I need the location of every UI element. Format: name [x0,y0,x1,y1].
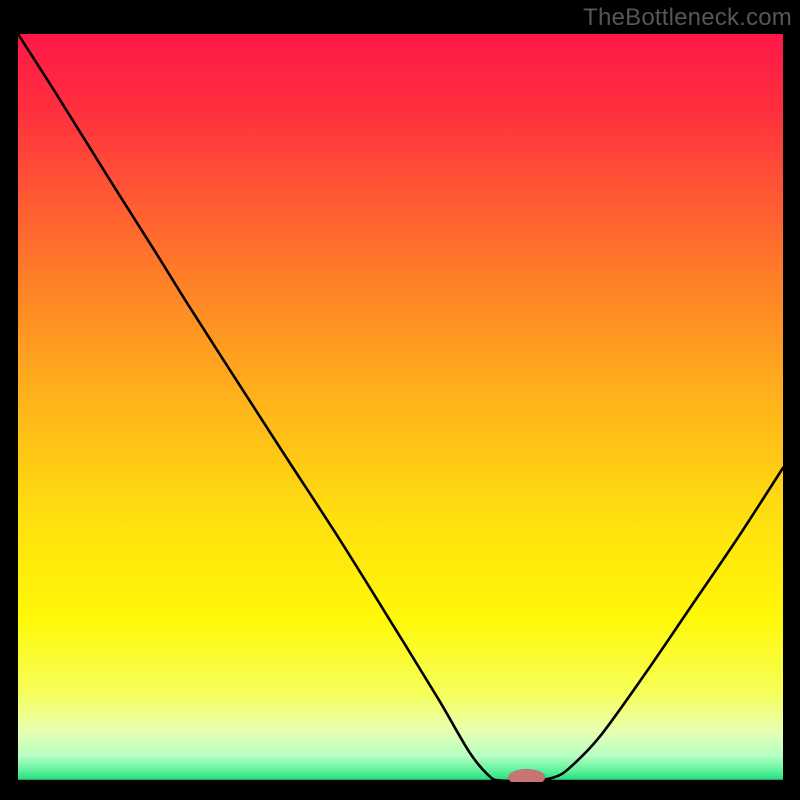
chart-container: TheBottleneck.com [0,0,800,800]
chart-svg [18,34,783,782]
gradient-background [18,34,783,782]
watermark-text: TheBottleneck.com [583,4,792,32]
bottleneck-curve-chart [18,34,783,782]
